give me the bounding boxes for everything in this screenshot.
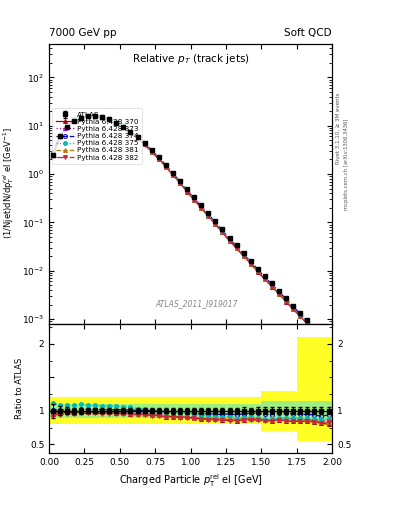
Text: Rivet 3.1.10, ≥ 3M events: Rivet 3.1.10, ≥ 3M events: [336, 92, 341, 164]
Text: ATLAS_2011_I919017: ATLAS_2011_I919017: [155, 300, 237, 308]
X-axis label: Charged Particle $p^{\mathrm{rel}}_{\mathrm{T}}$ el [GeV]: Charged Particle $p^{\mathrm{rel}}_{\mat…: [119, 473, 263, 489]
Text: Soft QCD: Soft QCD: [285, 28, 332, 38]
Text: mcplots.cern.ch [arXiv:1306.3436]: mcplots.cern.ch [arXiv:1306.3436]: [344, 118, 349, 209]
Y-axis label: (1/Njet)dN/dp$^{rel}_{T}$ el [GeV$^{-1}$]: (1/Njet)dN/dp$^{rel}_{T}$ el [GeV$^{-1}$…: [2, 128, 17, 240]
Text: Relative $p_T$ (track jets): Relative $p_T$ (track jets): [132, 52, 250, 66]
Y-axis label: Ratio to ATLAS: Ratio to ATLAS: [15, 358, 24, 419]
Legend: ATLAS, Pythia 6.428 370, Pythia 6.428 373, Pythia 6.428 374, Pythia 6.428 375, P: ATLAS, Pythia 6.428 370, Pythia 6.428 37…: [52, 108, 142, 164]
Text: 7000 GeV pp: 7000 GeV pp: [49, 28, 117, 38]
